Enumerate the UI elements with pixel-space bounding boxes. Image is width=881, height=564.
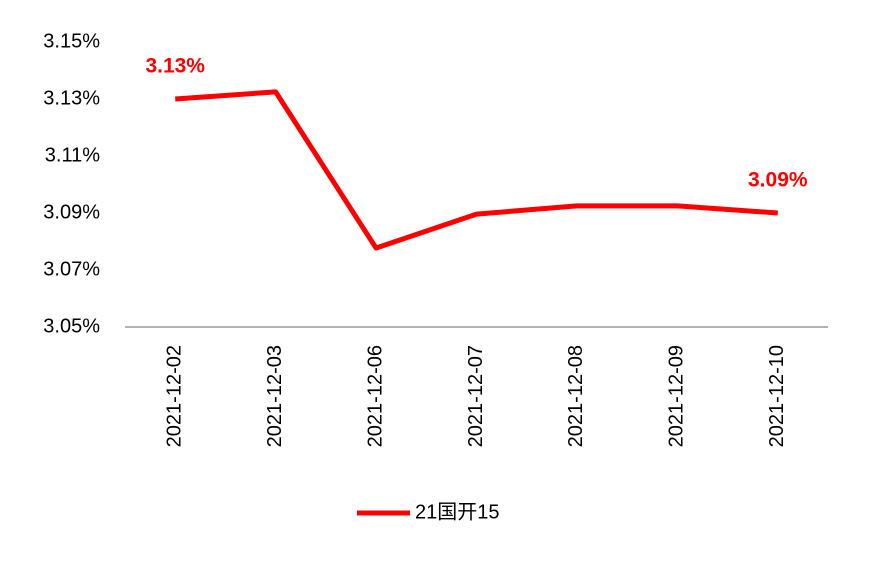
value-label: 3.09% [748,169,808,192]
x-tick-label: 2021-12-03 [264,345,286,447]
x-tick-label: 2021-12-08 [565,345,587,447]
x-tick-label: 2021-12-06 [364,345,386,447]
x-tick-label: 2021-12-09 [666,345,688,447]
y-tick-label: 3.07% [43,258,100,280]
x-tick-label: 2021-12-07 [465,345,487,447]
line-series [175,89,778,251]
y-tick-label: 3.05% [43,315,100,337]
y-tick-label: 3.11% [45,144,100,166]
value-label: 3.13% [145,55,205,78]
y-tick-label: 3.15% [43,30,100,52]
x-tick-label: 2021-12-02 [163,345,185,447]
x-tick-label: 2021-12-10 [766,345,788,447]
y-tick-label: 3.13% [43,87,100,109]
legend-label: 21国开15 [415,501,500,523]
y-tick-label: 3.09% [43,201,100,223]
